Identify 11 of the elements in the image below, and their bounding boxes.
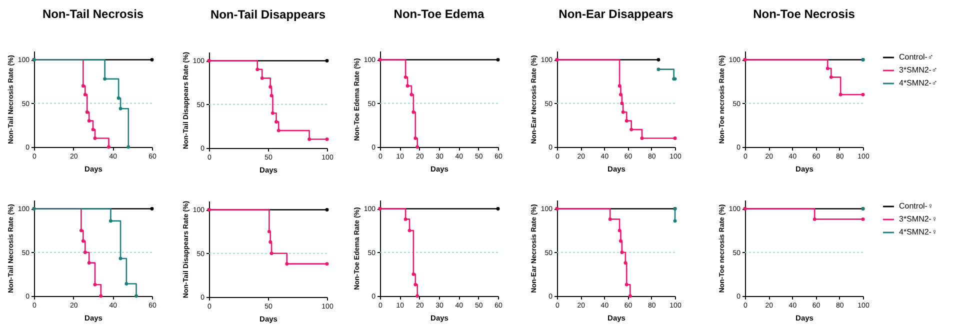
- chart-title: Non-Ear Disappears: [558, 7, 674, 21]
- legend-label: Control-♂: [899, 52, 934, 62]
- legend-label: Control-♀: [899, 202, 934, 210]
- chart-title: Non-Toe Edema: [394, 7, 485, 21]
- legend-label: 3*SMN2-♂: [899, 66, 938, 74]
- chart-title: Non-Tail Disappears: [210, 7, 326, 22]
- chart-title: Non-Tail Necrosis: [42, 7, 144, 21]
- legend-label: 4*SMN2-♀: [899, 228, 938, 236]
- legend-label: 3*SMN2-♀: [899, 214, 938, 224]
- chart-title: Non-Toe Necrosis: [753, 7, 856, 21]
- legend-label: 4*SMN2-♂: [899, 78, 938, 88]
